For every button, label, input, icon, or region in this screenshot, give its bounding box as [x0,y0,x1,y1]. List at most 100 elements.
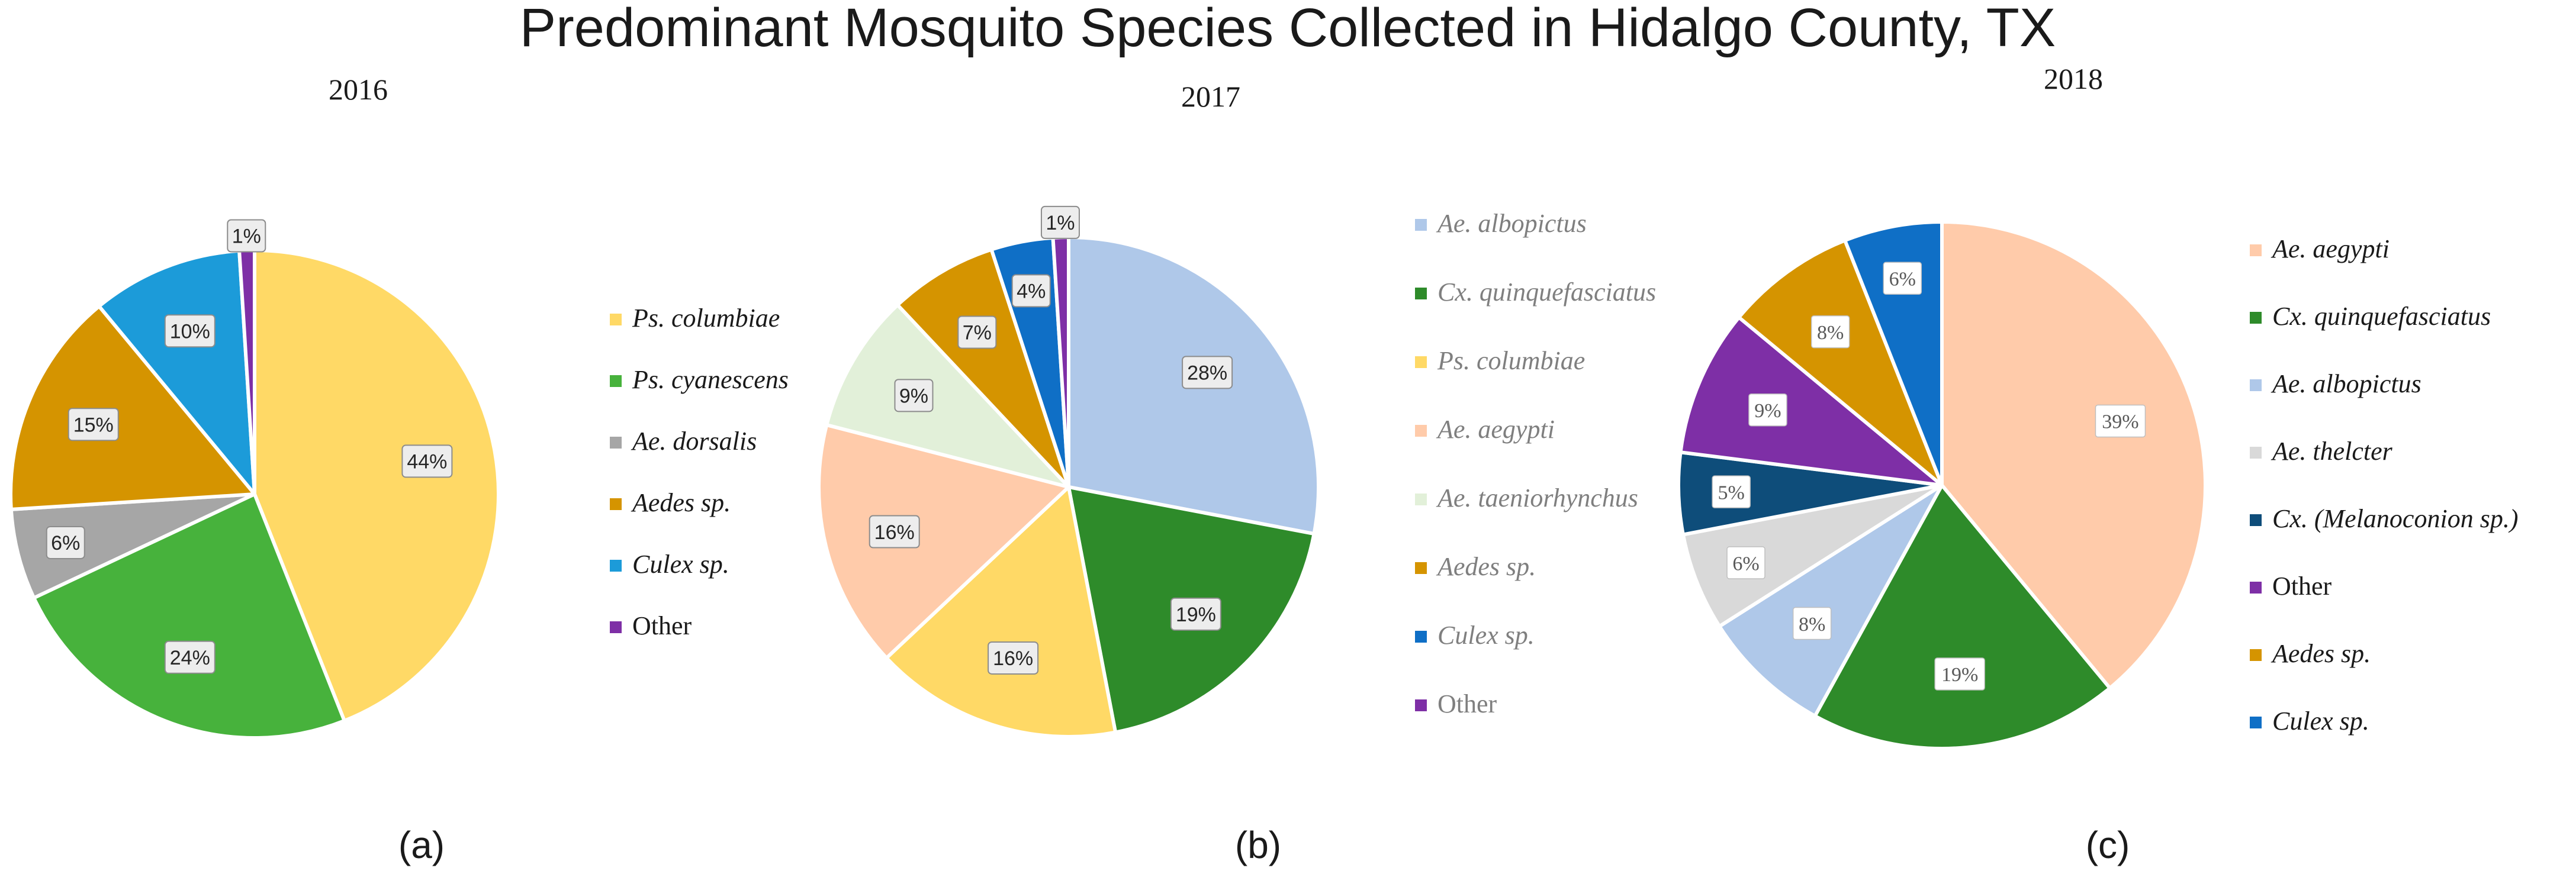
legend-label: Culex sp. [1437,621,1535,650]
pie-panel-2018: 2018 (c) 39% 19% 8% 6% 5% 9% 8% 6% Ae. aegypti Cx. … [1677,62,2518,866]
legend-label: Ae. albopictus [2271,369,2421,398]
legend-label: Other [632,611,692,640]
data-label: 24% [170,647,210,669]
legend: Ae. aegypti Cx. quinquefasciatus Ae. albop… [2250,234,2518,736]
chart-title: 2016 [329,73,388,106]
data-label: 15% [73,414,114,436]
chart-title: 2018 [2044,62,2103,95]
data-label: 7% [963,322,992,344]
legend-swatch [2250,582,2262,594]
data-label-box [227,219,266,253]
pie-slice-other [1678,315,1944,487]
data-label: 28% [1187,362,1227,385]
data-label-box [1748,394,1787,427]
legend-swatch [2250,244,2262,256]
legend-swatch [2250,447,2262,459]
data-label: 19% [1941,664,1978,686]
data-label-box [1712,475,1751,508]
data-label: 8% [1817,322,1844,344]
legend-label: Other [1437,689,1497,718]
legend-label: Aedes sp. [2271,639,2371,668]
data-label-box [988,641,1039,675]
data-label-box [1792,607,1832,640]
legend-label: Culex sp. [632,550,729,579]
pie-slice-ae-thelcter [1681,483,1944,628]
legend-swatch [2250,379,2262,391]
data-label: 6% [1889,269,1916,291]
legend-swatch [610,498,622,510]
data-label-box [894,379,934,412]
data-label-box [1011,274,1051,308]
pie-slice-ps-columbiae [253,249,500,723]
pie-panel-2017: 2017 (b) 28% 19% 16% 16% 9% 7% 4% 1% Ae. albopictu… [817,80,1656,866]
pie-slice-aedes-sp [896,247,1070,489]
data-label: 9% [899,385,928,408]
data-label-box [67,408,119,441]
panel-label: (b) [1235,824,1281,866]
data-label-box [46,525,85,559]
data-label: 8% [1799,614,1825,636]
panel-label: (a) [398,824,445,866]
legend-label: Ae. albopictus [1436,209,1587,238]
data-label-box [164,640,216,674]
data-label: 16% [874,521,915,544]
legend-swatch [1415,699,1427,711]
data-label: 6% [51,532,80,554]
legend-label: Ps. cyanescens [632,365,789,394]
data-label-box [1040,205,1080,239]
data-label-box [1170,597,1221,631]
data-label-box [164,314,216,348]
legend: Ae. albopictus Cx. quinquefasciatus Ps. co… [1415,209,1656,718]
pie-slice-ps-cyanescens [32,492,346,740]
legend-swatch [1415,219,1427,231]
legend-swatch [1415,425,1427,437]
pie-slice-aedes-sp [9,304,256,511]
pie-panel-2016: 2016(a)44%24%6%15%10%1%Ps. columbiaePs. … [9,73,789,866]
data-label-box [2095,404,2146,438]
data-label: 10% [170,320,210,343]
pie-slice-cx-quinquefasciatus [1813,483,2112,751]
legend-label: Aedes sp. [1436,552,1536,581]
legend-label: Cx. (Melanoconion sp.) [2272,504,2518,533]
data-label-box [1883,262,1922,295]
data-label: 39% [2102,411,2138,433]
data-label: 1% [1046,212,1075,234]
data-label: 4% [1017,280,1046,303]
pie-slice-ae-aegypti [817,423,1070,660]
data-label-box [1726,546,1765,579]
pie-slice-aedes-sp [1737,238,1944,487]
legend-label: Culex sp. [2272,707,2369,736]
panel-label: (c) [2086,824,2130,866]
legend-swatch [610,375,622,387]
legend-label: Ae. taeniorhynchus [1436,483,1638,512]
data-label: 5% [1718,482,1745,504]
pie-slice-culex-sp [97,249,256,496]
legend-swatch [610,314,622,325]
legend-swatch [1415,288,1427,299]
legend-swatch [1415,631,1427,643]
legend-swatch [610,621,622,633]
legend: Ps. columbiae Ps. cyanescens Ae. dorsalis A… [610,304,789,640]
legend-swatch [2250,717,2262,728]
chart-panels: 2016(a)44%24%6%15%10%1%Ps. columbiaePs. … [9,62,2518,866]
legend-swatch [2250,312,2262,324]
pie-slice-ae-albopictus [1718,483,1944,718]
data-label-box [957,315,997,349]
data-label: 1% [232,225,261,248]
legend-swatch [1415,562,1427,574]
data-label-box [401,444,453,478]
data-label: 9% [1754,400,1781,422]
data-label: 6% [1732,553,1759,575]
legend-label: Ae. thelcter [2271,437,2393,466]
data-label: 16% [993,647,1033,670]
legend-label: Ae. aegypti [1436,415,1555,444]
legend-label: Ae. aegypti [2271,234,2390,263]
figure-title: Predominant Mosquito Species Collected i… [520,0,2056,58]
legend-swatch [1415,356,1427,368]
pie-slice-ae-aegypti [1940,220,2207,690]
pie-slice-ae-taeniorhynchus [825,303,1070,489]
data-label-box [1934,657,1985,691]
legend-label: Aedes sp. [631,488,731,517]
legend-swatch [2250,514,2262,526]
legend-label: Ae. dorsalis [631,427,757,456]
